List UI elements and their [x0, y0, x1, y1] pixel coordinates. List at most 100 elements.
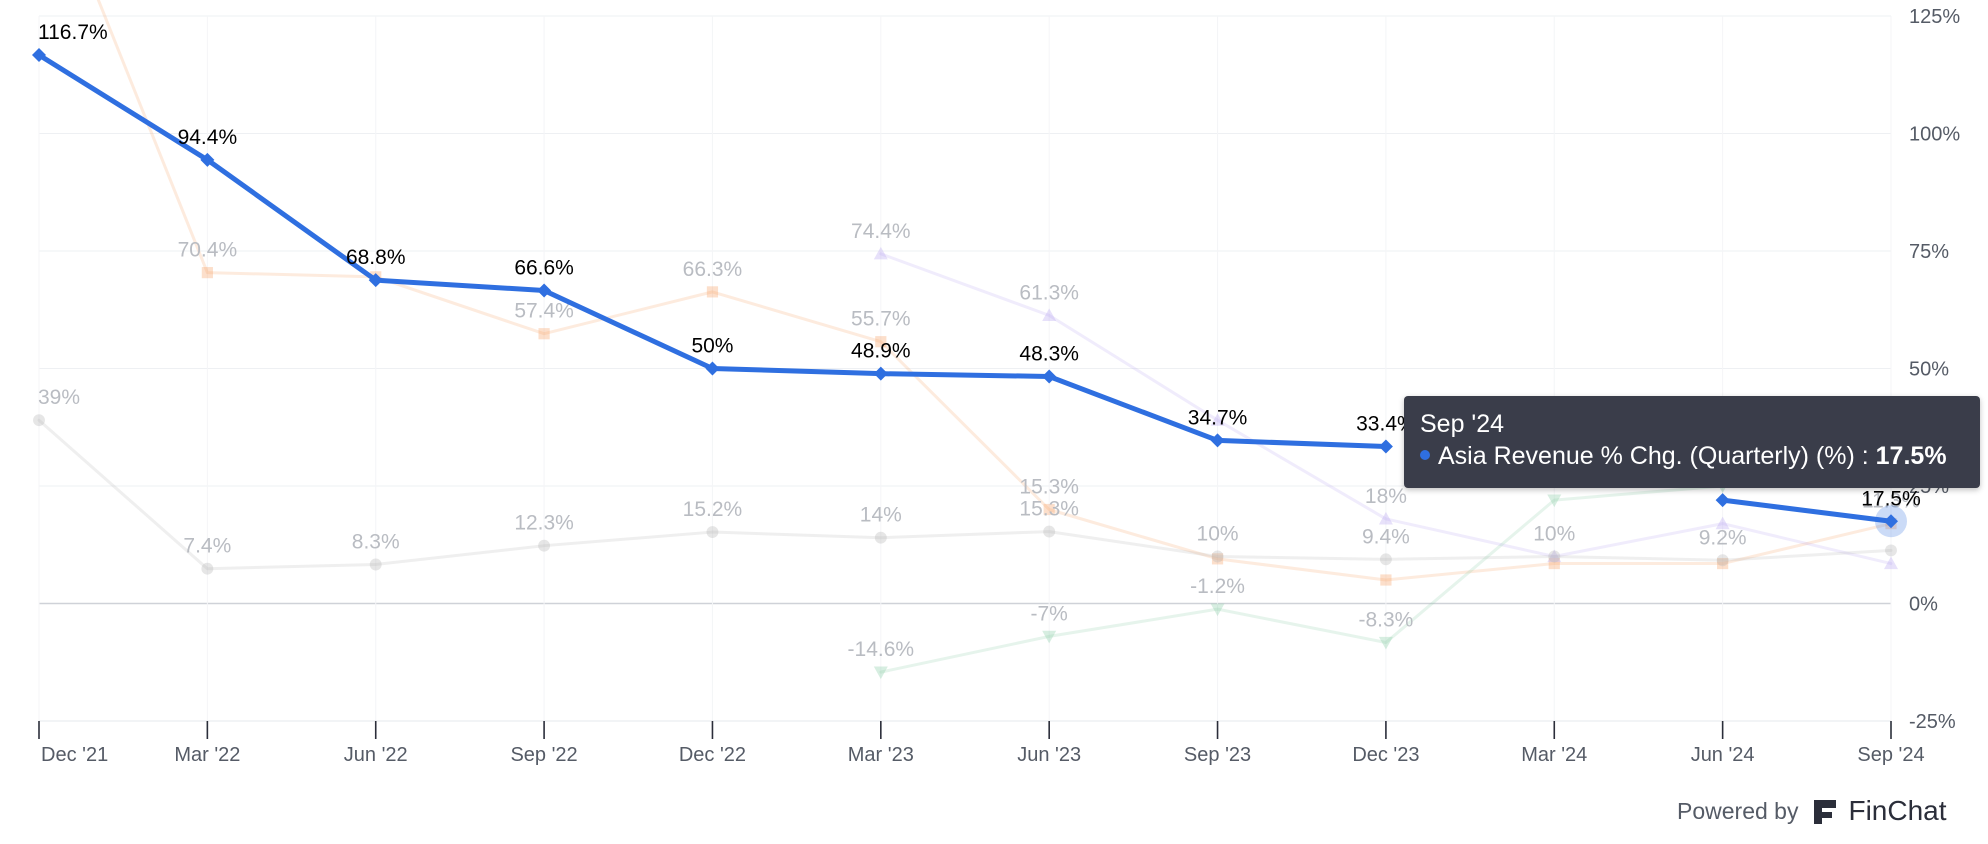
data-label: 10%: [1197, 523, 1239, 546]
data-point: [1378, 636, 1393, 650]
data-point: [368, 273, 383, 288]
tooltip: Sep '24 Asia Revenue % Chg. (Quarterly) …: [1404, 396, 1980, 488]
data-point: [1042, 369, 1057, 384]
data-point: [705, 361, 720, 376]
data-point: [706, 526, 719, 539]
series-path: [879, 484, 1725, 674]
data-point: [200, 152, 215, 167]
series-path: [37, 418, 1893, 571]
series-line-diamond[interactable]: [32, 48, 1907, 538]
data-point: [1547, 494, 1562, 508]
data-label: -14.6%: [848, 638, 915, 661]
data-label: 34.7%: [1188, 406, 1248, 429]
data-label: 70.4%: [178, 239, 238, 262]
data-point: [32, 48, 46, 63]
data-label: 48.3%: [1019, 342, 1079, 365]
data-point: [1547, 549, 1562, 563]
data-label: 61.3%: [1019, 281, 1079, 304]
data-label: 48.9%: [851, 340, 911, 363]
data-label: 33.4%: [1356, 413, 1416, 436]
data-point: [873, 366, 888, 381]
data-label: 18%: [1365, 485, 1407, 508]
series-line-triangle-down: [873, 480, 1730, 680]
x-axis: Dec '21 Mar '22 Jun '22 Sep '22 Dec '22 Mar '…: [38, 720, 1925, 766]
data-point: [1042, 308, 1057, 321]
tooltip-series-dot: [1420, 450, 1430, 461]
x-tick-label: Sep '24: [1857, 744, 1924, 766]
data-point: [537, 283, 552, 298]
data-point: [1716, 554, 1729, 567]
data-point: [1042, 630, 1057, 644]
data-point: [201, 562, 214, 575]
data-label: 94.4%: [178, 126, 238, 149]
series-path: [879, 252, 1893, 566]
data-point: [1715, 493, 1730, 508]
grid-lines: [38, 15, 1892, 722]
y-axis-ticks: 125%100%75%50%25%0%-25%: [1909, 6, 1960, 733]
data-point: [1548, 550, 1561, 563]
main-series-group[interactable]: 116.7% 94.4% 68.8% 66.6% 50% 48.9% 48.3% 34.7% 3…: [32, 21, 1921, 538]
data-point: [1885, 544, 1897, 557]
data-label: 74.4%: [851, 220, 911, 243]
data-label: 15.2%: [683, 498, 743, 521]
data-label: 116.7%: [38, 21, 108, 44]
brand-name: FinChat: [1848, 795, 1947, 826]
data-label: 15.3%: [1019, 476, 1079, 499]
data-label: 8.3%: [352, 530, 400, 553]
tooltip-title: Sep '24: [1420, 410, 1505, 438]
tooltip-value: 17.5%: [1875, 442, 1947, 470]
data-point: [874, 531, 887, 544]
y-tick-label: 100%: [1909, 124, 1960, 146]
faded-series-group: 70.4% 57.4% 66.3% 55.7% 15.3% 11.3% 74.4% 61.3%…: [33, 0, 1920, 680]
data-point: [1548, 557, 1560, 570]
data-point: [1378, 439, 1393, 454]
data-point: [1715, 516, 1730, 530]
data-point: [1717, 557, 1729, 570]
data-point: [873, 666, 888, 680]
y-tick-label: 0%: [1909, 594, 1938, 616]
data-label: -8.3%: [1358, 609, 1413, 632]
x-tick-label: Mar '23: [848, 744, 914, 766]
data-point: [1211, 550, 1224, 563]
data-label: 11.3%: [1862, 490, 1920, 513]
data-label: 66.6%: [514, 256, 574, 279]
series-line-triangle-up: [873, 246, 1898, 570]
x-tick-label: Dec '21: [41, 744, 108, 766]
y-tick-label: 50%: [1909, 359, 1949, 381]
x-tick-label: Mar '24: [1521, 744, 1587, 766]
data-label: 14%: [860, 504, 902, 527]
data-label: 68.8%: [346, 246, 406, 269]
data-point: [1379, 553, 1392, 566]
x-tick-label: Jun '23: [1017, 744, 1081, 766]
series-path: [96, 0, 1893, 582]
data-label: 55.7%: [851, 308, 911, 331]
data-label: 66.3%: [683, 258, 743, 281]
tooltip-series-name: Asia Revenue % Chg. (Quarterly) (%) :: [1438, 442, 1876, 470]
data-point: [873, 246, 888, 260]
data-point: [1210, 413, 1225, 426]
y-tick-label: 125%: [1909, 6, 1960, 28]
y-tick-label: 75%: [1909, 241, 1949, 263]
data-point: [33, 414, 45, 427]
x-tick-label: Dec '22: [679, 744, 746, 766]
data-point: [1380, 574, 1392, 586]
y-tick-label: -25%: [1909, 711, 1956, 733]
data-label: 57.4%: [514, 300, 574, 323]
powered-by-footer[interactable]: Powered by FinChat: [1677, 794, 1947, 828]
data-point: [538, 539, 551, 552]
x-tick-label: Dec '23: [1352, 744, 1419, 766]
data-point: [1210, 603, 1225, 617]
data-label: 7.4%: [183, 535, 231, 558]
x-tick-label: Jun '22: [344, 744, 408, 766]
data-label: 17.5%: [1861, 487, 1921, 510]
data-point: [1211, 553, 1224, 565]
data-label: 39%: [38, 386, 80, 409]
x-tick-label: Sep '23: [1184, 744, 1251, 766]
finchat-logo-icon: [1814, 800, 1837, 824]
data-label: 15.3%: [1019, 498, 1079, 521]
data-point: [1043, 503, 1055, 516]
x-tick-label: Mar '22: [174, 744, 240, 766]
data-point: [201, 267, 213, 279]
data-point: [1043, 525, 1056, 538]
